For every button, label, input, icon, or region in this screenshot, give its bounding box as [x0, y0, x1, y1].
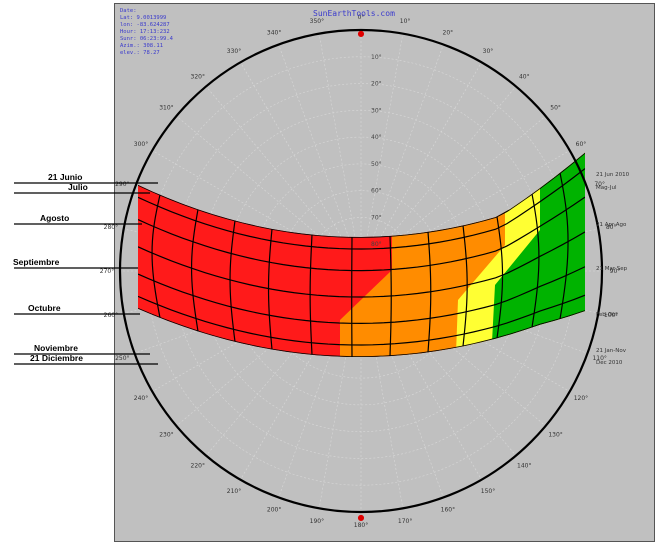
- elevation-tick-label: 70°: [371, 214, 382, 221]
- label-21-junio: 21 Junio: [48, 172, 83, 182]
- sun-path-band: [138, 152, 585, 357]
- elevation-tick-label: 50°: [371, 161, 382, 168]
- azimuth-tick-label: 290°: [115, 181, 129, 188]
- right-date-label: 21 Mar-Sep: [596, 266, 628, 272]
- azimuth-tick-label: 140°: [517, 463, 531, 470]
- azimuth-tick-label: 250°: [115, 355, 129, 362]
- azimuth-spoke: [278, 44, 362, 272]
- right-date-label: Feb-Oct: [596, 312, 618, 318]
- info-line: Lat: 9.0013999: [120, 15, 167, 21]
- azimuth-tick-label: 210°: [227, 488, 241, 495]
- azimuth-tick-label: 130°: [548, 431, 562, 438]
- hour-curve: [309, 234, 313, 355]
- hour-curve: [151, 194, 161, 318]
- azimuth-spoke: [240, 62, 362, 272]
- azimuth-tick-label: 230°: [159, 431, 173, 438]
- hour-curve: [267, 228, 273, 350]
- label-septiembre: Septiembre: [13, 257, 60, 267]
- elevation-tick-label: 20°: [371, 81, 382, 88]
- label-agosto: Agosto: [40, 213, 70, 223]
- azimuth-tick-label: 40°: [519, 73, 530, 80]
- info-line: Date:: [120, 8, 137, 14]
- right-date-label: 21 Jan-Nov: [596, 348, 626, 354]
- azimuth-tick-label: 180°: [354, 522, 368, 529]
- azimuth-tick-label: 260°: [104, 312, 118, 319]
- azimuth-tick-label: 110°: [592, 355, 606, 362]
- azimuth-tick-label: 60°: [576, 141, 587, 148]
- info-line: lon: -83.624287: [120, 22, 170, 28]
- month-curve: [138, 308, 585, 357]
- azimuth-tick-label: 160°: [441, 507, 455, 514]
- elevation-tick-label: 10°: [371, 54, 382, 61]
- site-title[interactable]: SunEarthTools.com: [313, 9, 395, 18]
- azimuth-spoke: [360, 33, 404, 272]
- azimuth-tick-label: 170°: [398, 518, 412, 525]
- azimuth-tick-label: 350°: [310, 18, 324, 25]
- azimuth-tick-label: 10°: [400, 18, 411, 25]
- azimuth-tick-label: 240°: [134, 395, 148, 402]
- azimuth-tick-label: 200°: [267, 507, 281, 514]
- azimuth-spoke: [360, 44, 444, 272]
- azimuth-tick-label: 220°: [191, 463, 205, 470]
- hour-curve: [496, 216, 504, 339]
- label-21-diciembre: 21 Diciembre: [30, 353, 83, 363]
- info-line: Azim.: 308.11: [120, 43, 164, 49]
- azimuth-spoke: [360, 62, 482, 272]
- label-julio: Julio: [68, 182, 88, 192]
- hour-curve: [531, 193, 540, 328]
- south-marker: ●: [358, 513, 365, 522]
- info-line: Sunr: 06:23:99.4: [120, 36, 173, 42]
- azimuth-tick-label: 320°: [191, 73, 205, 80]
- right-date-label: 21 Jun 2010: [596, 172, 630, 178]
- label-noviembre: Noviembre: [34, 343, 78, 353]
- right-date-label: Mag-Jul: [596, 185, 617, 191]
- azimuth-tick-label: 340°: [267, 29, 281, 36]
- month-curve: [138, 266, 585, 324]
- azimuth-tick-label: 120°: [574, 395, 588, 402]
- month-curve: [138, 196, 585, 272]
- azimuth-tick-label: 100°: [604, 312, 618, 319]
- horizon-circle: [118, 28, 604, 514]
- azimuth-tick-label: 0°: [358, 14, 365, 21]
- azimuth-tick-label: 270°: [100, 268, 114, 275]
- azimuth-tick-label: 70°: [594, 181, 605, 188]
- right-date-label: 21 Apr-Ago: [596, 222, 627, 228]
- azimuth-spoke: [318, 33, 362, 272]
- month-curve: [138, 294, 585, 346]
- azimuth-tick-label: 20°: [443, 29, 454, 36]
- azimuth-tick-label: 50°: [550, 105, 561, 112]
- elevation-tick-label: 30°: [371, 107, 382, 114]
- month-curve: [138, 231, 585, 298]
- hour-curve: [229, 220, 236, 342]
- right-date-label: Dec 2010: [596, 360, 623, 366]
- azimuth-tick-label: 150°: [481, 488, 495, 495]
- azimuth-tick-label: 80°: [606, 224, 617, 231]
- hour-curve: [559, 172, 569, 320]
- hour-curve: [462, 225, 468, 347]
- elevation-tick-label: 60°: [371, 188, 382, 195]
- label-octubre: Octubre: [28, 303, 61, 313]
- azimuth-tick-label: 280°: [104, 224, 118, 231]
- azimuth-tick-label: 300°: [134, 141, 148, 148]
- elevation-tick-label: 40°: [371, 134, 382, 141]
- elevation-tick-label: 80°: [371, 241, 382, 248]
- hour-curve: [427, 231, 432, 353]
- hour-curve: [190, 209, 199, 332]
- hour-curve: [389, 235, 392, 357]
- azimuth-tick-label: 310°: [159, 105, 173, 112]
- azimuth-tick-label: 190°: [310, 518, 324, 525]
- azimuth-tick-label: 30°: [483, 48, 494, 55]
- north-marker: ●: [358, 29, 365, 38]
- info-line: Hour: 17:13:232: [120, 29, 170, 35]
- azimuth-tick-label: 90°: [610, 268, 621, 275]
- month-curve: [138, 168, 585, 250]
- azimuth-tick-label: 330°: [227, 48, 241, 55]
- info-line: elev.: 78.27: [120, 50, 160, 56]
